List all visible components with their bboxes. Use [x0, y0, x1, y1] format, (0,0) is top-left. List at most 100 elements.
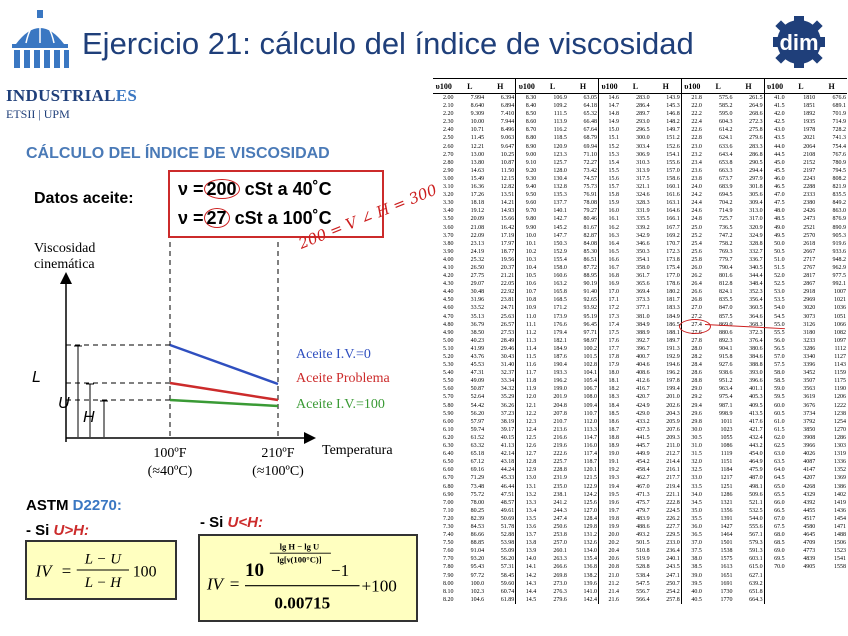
table-cell: 183.3 — [650, 304, 682, 313]
table-cell: 169.2 — [650, 231, 682, 240]
table-cell: 493.2 — [636, 532, 650, 539]
table-cell: 2064 — [803, 143, 816, 150]
table-cell: 16.9 — [608, 281, 620, 288]
table-cell: 639.2 — [733, 579, 765, 588]
table-cell: 29.2 — [691, 394, 702, 401]
table-cell: 300.0 — [636, 135, 650, 142]
table-cell: 283.0 — [636, 95, 650, 101]
table-cell: 204.8 — [553, 402, 567, 409]
table-cell: 28.6 — [691, 370, 702, 377]
table-cell: 17.1 — [608, 297, 620, 304]
table-cell: 412.6 — [636, 378, 650, 385]
table-cell: 1501 — [720, 540, 733, 547]
table-cell: 2021 — [803, 135, 816, 142]
table-cell: 279.6 — [553, 596, 567, 603]
svg-text:L − H: L − H — [84, 575, 123, 591]
table-header-l: L — [620, 78, 651, 94]
table-cell: 121.5 — [567, 474, 600, 483]
table-cell — [786, 572, 817, 580]
table-cell: 857.5 — [718, 313, 733, 320]
table-cell: 6.00 — [443, 418, 454, 425]
table-cell: 41.13 — [485, 442, 517, 451]
table-cell: 7.30 — [443, 523, 454, 530]
table-cell: 54.0 — [774, 305, 785, 312]
table-cell: 13.0 — [525, 475, 537, 482]
table-cell: 40.5 — [691, 596, 702, 603]
table-cell: 23.6 — [691, 167, 702, 174]
table-cell: 3.60 — [443, 224, 454, 231]
table-cell: 4517 — [803, 515, 816, 522]
table-cell: 373.3 — [636, 297, 650, 304]
table-cell: 27.2 — [691, 313, 702, 320]
table-cell: 257.0 — [553, 540, 567, 547]
table-cell: 933.6 — [832, 248, 847, 255]
table-row: 2.60 12.21 9.647 8.90 120.9 69.94 15.2 303.4 152… — [433, 142, 847, 151]
table-cell: 55.5 — [774, 329, 785, 336]
table-row: 7.50 88.85 53.98 13.8 257.0 132.6 20.2 501.5 233… — [433, 539, 847, 548]
table-cell: 9.80 — [525, 216, 537, 223]
table-cell: 18.5 — [608, 410, 620, 417]
table-cell: 336.7 — [733, 255, 765, 264]
table-cell: 2.60 — [443, 143, 454, 150]
table-cell: 67.5 — [774, 523, 785, 530]
table-cell: 2918 — [803, 289, 816, 296]
table-cell: 1538 — [720, 548, 733, 555]
table-cell: 948.2 — [832, 256, 847, 263]
table-cell — [786, 580, 817, 588]
table-cell: 10.87 — [485, 158, 517, 167]
viscosity-temperature-diagram: Viscosidad cinemática L U H Aceite I.V.=… — [32, 241, 393, 479]
table-header-h: H — [567, 78, 600, 94]
table-cell: 7.90 — [443, 572, 454, 579]
table-cell: 44.5 — [774, 151, 785, 158]
table-cell: 992.1 — [832, 281, 847, 288]
table-cell: 905.3 — [832, 232, 847, 239]
table-cell: 1286 — [834, 434, 846, 441]
table-cell: 2717 — [803, 256, 816, 263]
svg-text:IV: IV — [35, 562, 54, 581]
table-cell: 57.31 — [485, 563, 517, 572]
table-cell: 9.50 — [525, 192, 537, 199]
table-cell: 11.3 — [526, 337, 537, 344]
table-cell: 651.8 — [733, 587, 765, 596]
table-cell: 9.10 — [525, 159, 537, 166]
table-cell: 1238 — [834, 410, 846, 417]
table-cell: 5.10 — [443, 345, 454, 352]
table-cell: 49.5 — [774, 232, 785, 239]
table-cell: 2426 — [803, 208, 816, 215]
table-cell: 21.8 — [691, 95, 702, 101]
table-cell: 9.063 — [485, 134, 517, 143]
case-u-greater-h: - Si U>H: — [26, 522, 89, 539]
table-cell: 12.8 — [525, 459, 537, 466]
table-cell: 369.4 — [636, 289, 650, 296]
table-cell: 356.4 — [733, 296, 765, 305]
table-cell: 437.3 — [636, 426, 650, 433]
table-cell: 4.70 — [443, 313, 454, 320]
table-cell: 324.9 — [733, 231, 765, 240]
table-cell: 13.51 — [485, 191, 517, 200]
table-cell: 404.6 — [636, 362, 650, 369]
table-cell: 16.2 — [608, 224, 620, 231]
table-cell: 16.6 — [608, 256, 620, 263]
table-cell: 95.19 — [567, 312, 600, 321]
table-cell: 145.2 — [553, 224, 567, 231]
table-cell: 305.6 — [733, 191, 765, 200]
table-cell: 36.26 — [485, 401, 517, 410]
table-cell: 927.6 — [718, 362, 733, 369]
table-cell: 10.0 — [525, 232, 537, 239]
table-cell: 78.08 — [567, 199, 600, 208]
table-cell: 120.1 — [567, 466, 600, 475]
table-row: 2.50 11.45 9.063 8.80 118.5 68.79 15.1 300.0 151… — [433, 134, 847, 143]
table-cell: 1427 — [720, 523, 733, 530]
table-cell: 361.7 — [636, 273, 650, 280]
table-cell: 127.0 — [567, 506, 600, 515]
table-cell: 1506 — [834, 540, 846, 547]
table-cell: 49.0 — [774, 224, 785, 231]
table-cell: 24.8 — [691, 216, 702, 223]
table-row: 3.20 17.26 13.51 9.50 135.3 76.91 15.8 324.6 161… — [433, 191, 847, 200]
table-row: 5.30 45.53 31.40 11.6 190.4 102.8 17.9 404.6 194… — [433, 361, 847, 370]
table-cell: 1770 — [720, 596, 733, 603]
table-cell: 118.5 — [553, 135, 567, 142]
table-cell: 17.8 — [608, 354, 620, 360]
table-cell: 18.18 — [470, 200, 485, 207]
